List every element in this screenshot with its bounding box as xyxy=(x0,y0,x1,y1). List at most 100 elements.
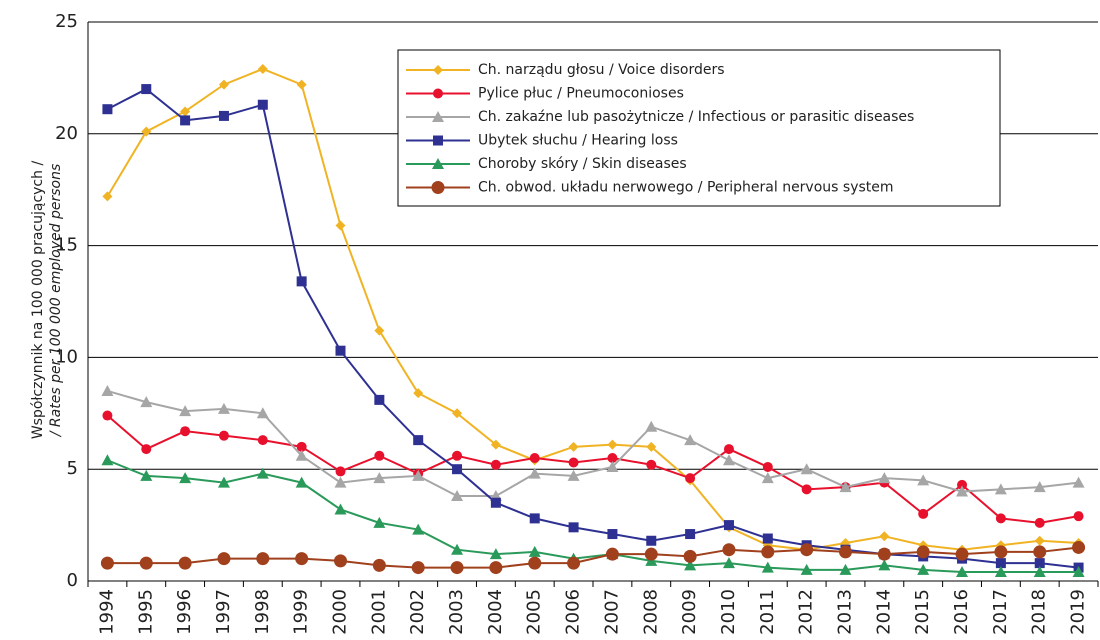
marker xyxy=(762,533,773,544)
marker xyxy=(335,466,346,477)
x-tick-label: 2006 xyxy=(563,589,584,635)
marker xyxy=(800,543,814,557)
marker xyxy=(722,454,735,466)
x-tick-label: 2000 xyxy=(330,589,351,635)
marker xyxy=(722,543,736,557)
marker xyxy=(373,472,386,484)
y-tick-label: 20 xyxy=(55,123,78,144)
marker xyxy=(839,563,852,575)
marker xyxy=(878,472,891,484)
marker xyxy=(918,508,929,519)
x-tick-label: 2017 xyxy=(990,589,1011,635)
marker xyxy=(179,472,192,484)
marker xyxy=(994,545,1008,559)
marker xyxy=(723,444,734,455)
marker xyxy=(412,523,425,535)
marker xyxy=(644,547,658,561)
marker xyxy=(917,563,930,575)
marker xyxy=(1033,566,1046,578)
marker xyxy=(839,481,852,493)
marker xyxy=(684,559,697,571)
marker xyxy=(374,450,385,461)
marker xyxy=(295,476,308,488)
marker xyxy=(528,545,541,557)
marker xyxy=(335,220,346,231)
marker xyxy=(218,110,229,121)
y-tick-label: 0 xyxy=(67,570,78,591)
marker xyxy=(1033,481,1046,493)
marker xyxy=(839,545,852,559)
series-line xyxy=(107,459,1079,574)
marker xyxy=(412,469,425,481)
marker xyxy=(139,556,153,570)
marker xyxy=(433,88,443,99)
marker xyxy=(372,558,386,572)
marker xyxy=(411,561,425,575)
marker xyxy=(1073,511,1084,522)
marker xyxy=(1034,517,1045,528)
x-tick-label: 1994 xyxy=(96,589,117,635)
marker xyxy=(179,405,192,417)
marker xyxy=(646,441,657,452)
x-tick-label: 2007 xyxy=(601,589,622,635)
x-tick-label: 2010 xyxy=(718,589,739,635)
marker xyxy=(102,104,113,115)
x-tick-label: 2002 xyxy=(407,589,428,635)
marker xyxy=(995,513,1006,524)
marker xyxy=(295,552,309,566)
marker xyxy=(761,472,774,484)
y-tick-label: 10 xyxy=(55,346,78,367)
marker xyxy=(916,545,930,559)
marker xyxy=(296,276,307,287)
marker xyxy=(218,79,229,90)
marker xyxy=(722,557,735,569)
marker xyxy=(762,461,773,472)
x-tick-label: 2018 xyxy=(1029,589,1050,635)
marker xyxy=(490,497,501,508)
marker xyxy=(452,464,463,475)
marker xyxy=(917,474,930,486)
marker xyxy=(646,459,657,470)
marker xyxy=(180,106,191,117)
marker xyxy=(334,554,347,568)
series-line xyxy=(106,87,1079,569)
marker xyxy=(605,547,619,561)
marker xyxy=(451,490,464,502)
marker xyxy=(257,99,268,110)
marker xyxy=(567,469,580,481)
marker xyxy=(432,111,444,122)
x-tick-label: 2015 xyxy=(912,589,933,635)
marker xyxy=(335,345,346,356)
marker xyxy=(607,453,618,464)
marker xyxy=(256,407,269,419)
marker xyxy=(256,467,269,479)
marker xyxy=(452,450,463,461)
x-tick-label: 2005 xyxy=(524,589,545,635)
marker xyxy=(957,479,968,490)
marker xyxy=(217,476,230,488)
legend-label: Ch. zakaźne lub pasożytnicze / Infectiou… xyxy=(478,109,914,125)
marker xyxy=(1072,566,1085,578)
x-tick-label: 1999 xyxy=(291,589,312,635)
marker xyxy=(994,483,1007,495)
marker xyxy=(801,484,812,495)
marker xyxy=(217,402,230,414)
marker xyxy=(178,556,192,570)
marker xyxy=(683,549,697,563)
y-axis-label: / Rates per 100 000 employed persons xyxy=(48,164,64,438)
marker xyxy=(761,545,775,559)
marker xyxy=(452,408,463,419)
marker xyxy=(101,384,114,396)
y-tick-label: 25 xyxy=(55,11,78,32)
x-tick-label: 2019 xyxy=(1068,589,1089,635)
legend-label: Ch. obwod. układu nerwowego / Peripheral… xyxy=(478,180,894,196)
marker xyxy=(296,79,307,90)
legend-label: Ch. narządu głosu / Voice disorders xyxy=(478,62,725,78)
x-tick-label: 2016 xyxy=(951,589,972,635)
marker xyxy=(374,394,385,405)
marker xyxy=(141,84,152,95)
legend-label: Pylice płuc / Pneumoconioses xyxy=(478,86,684,102)
y-axis-label: Współczynnik na 100 000 pracujących / xyxy=(30,161,46,440)
marker xyxy=(568,441,579,452)
marker xyxy=(685,529,696,540)
